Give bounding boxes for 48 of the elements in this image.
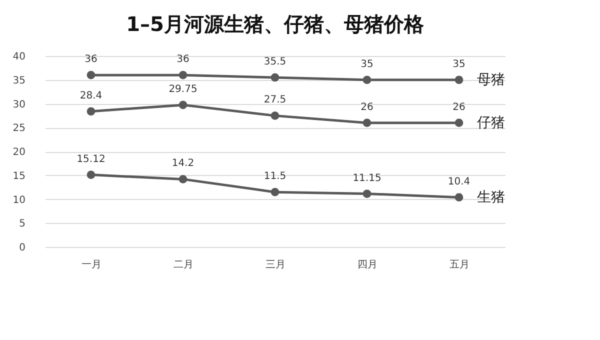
x-tick-label: 四月 (358, 260, 378, 270)
data-label: 35 (452, 58, 466, 70)
point (270, 73, 280, 82)
point (178, 175, 188, 184)
point (270, 188, 280, 196)
point (270, 112, 280, 120)
data-label: 36 (84, 54, 98, 66)
data-label: 26 (360, 102, 374, 113)
data-label: 29.75 (168, 84, 198, 95)
y-tick-label: 20 (12, 147, 26, 158)
data-label: 11.5 (264, 171, 286, 182)
series-label: 母猪 (477, 72, 505, 88)
series-label: 仔猪 (477, 114, 505, 131)
data-label: 26 (452, 102, 466, 113)
y-tick-label: 0 (19, 242, 26, 254)
point (86, 107, 96, 116)
point (86, 70, 96, 80)
data-label: 35.5 (264, 56, 286, 68)
point (86, 170, 96, 179)
y-tick-label: 25 (12, 123, 26, 134)
point (454, 118, 464, 128)
data-label: 35 (360, 58, 374, 70)
data-label: 14.2 (172, 158, 194, 170)
point (178, 100, 188, 110)
y-tick-label: 40 (12, 52, 26, 62)
point (362, 76, 372, 84)
data-label: 10.4 (448, 176, 470, 188)
series-label: 生猪 (477, 189, 505, 206)
y-tick-label: 15 (12, 170, 26, 182)
point (362, 118, 372, 128)
point (178, 70, 188, 80)
x-tick-label: 二月 (174, 260, 194, 270)
point (454, 193, 464, 202)
chart-title: 1–5月河源生猪、仔猪、母猪价格 (126, 12, 425, 36)
y-tick-label: 5 (19, 218, 26, 230)
x-tick-label: 三月 (266, 260, 286, 270)
x-tick-label: 五月 (450, 260, 470, 270)
x-tick-label: 一月 (82, 260, 102, 270)
y-tick-label: 10 (12, 194, 26, 206)
y-tick-label: 30 (12, 99, 26, 110)
data-label: 11.15 (352, 172, 382, 184)
y-tick-label: 35 (12, 75, 26, 86)
point (362, 190, 372, 198)
data-label: 36 (176, 54, 190, 66)
data-label: 27.5 (264, 94, 286, 106)
data-label: 28.4 (80, 90, 102, 102)
data-label: 15.12 (76, 154, 106, 165)
point (454, 76, 464, 84)
